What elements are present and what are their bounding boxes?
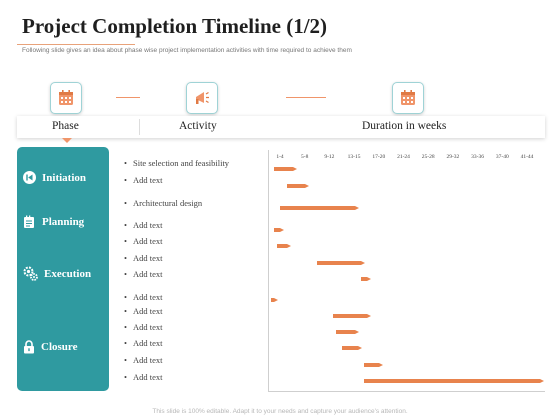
gantt-axis-line [268, 150, 269, 392]
gantt-bar [336, 330, 358, 334]
header-activity: Activity [179, 120, 217, 132]
activity-item: • Add text [124, 355, 163, 365]
calendar-icon [392, 82, 424, 114]
chevron-down-icon [62, 138, 72, 143]
phase-label: Closure [41, 341, 78, 353]
skip-back-icon [23, 171, 36, 184]
gantt-bar [271, 298, 279, 302]
column-header-bar: Phase Activity Duration in weeks [17, 116, 545, 138]
week-tick-label: 1-4 [276, 154, 284, 160]
footer-note: This slide is 100% editable. Adapt it to… [152, 408, 408, 415]
gantt-baseline [268, 391, 545, 392]
header-duration: Duration in weeks [362, 120, 447, 132]
week-tick-label: 29-32 [446, 154, 460, 160]
title-underline [17, 44, 135, 45]
phase-initiation: Initiation [23, 171, 86, 184]
icon-connector [116, 97, 140, 98]
lock-icon [24, 340, 34, 354]
gears-icon [23, 266, 38, 281]
gantt-bar [363, 363, 384, 367]
phase-label: Initiation [42, 171, 87, 184]
week-tick-label: 41-44 [520, 154, 534, 160]
calendar-icon [50, 82, 82, 114]
activity-item: • Add text [124, 220, 163, 230]
gantt-bar [360, 277, 372, 281]
week-tick-label: 25-28 [421, 154, 435, 160]
activity-item: • Add text [124, 372, 163, 382]
page-subtitle: Following slide gives an idea about phas… [22, 47, 352, 54]
header-phase: Phase [52, 120, 79, 132]
activity-item: • Add text [124, 322, 163, 332]
phase-label: Execution [44, 267, 92, 280]
activity-item: • Add text [124, 292, 163, 302]
week-tick-label: 5-8 [301, 154, 309, 160]
activity-item: • Add text [124, 269, 163, 279]
phase-panel: Initiation Planning Execution Closure [17, 147, 109, 391]
phase-label: Planning [42, 216, 85, 228]
activity-item: • Add text [124, 306, 163, 316]
phase-planning: Planning [23, 215, 84, 229]
activity-item: • Site selection and feasibility [124, 158, 230, 168]
phase-execution: Execution [23, 266, 91, 281]
week-tick-label: 13-15 [347, 154, 361, 160]
activity-item: • Add text [124, 253, 163, 263]
activity-item: • Architectural design [124, 198, 203, 208]
gantt-bar [342, 346, 363, 350]
week-tick-label: 21-24 [397, 154, 410, 160]
icon-connector [286, 97, 326, 98]
activity-item: • Add text [124, 236, 163, 246]
gantt-bar [317, 261, 366, 265]
gantt-bar [280, 206, 359, 210]
gantt-bar [277, 244, 291, 248]
gantt-bar [274, 167, 297, 171]
week-tick-label: 17-20 [372, 154, 386, 160]
week-tick-label: 33-36 [471, 154, 485, 160]
page-title: Project Completion Timeline (1/2) [22, 14, 328, 38]
week-tick-label: 37-40 [495, 154, 509, 160]
notepad-icon [24, 215, 34, 228]
phase-closure: Closure [23, 340, 77, 354]
gantt-bar [332, 314, 371, 318]
activity-item: • Add text [124, 175, 163, 185]
gantt-bar [286, 184, 309, 188]
gantt-bar [363, 379, 545, 383]
week-tick-label: 9-12 [324, 154, 335, 160]
activity-item: • Add text [124, 338, 163, 348]
gantt-bar [274, 228, 285, 232]
megaphone-icon [186, 82, 218, 114]
header-separator [139, 119, 140, 135]
